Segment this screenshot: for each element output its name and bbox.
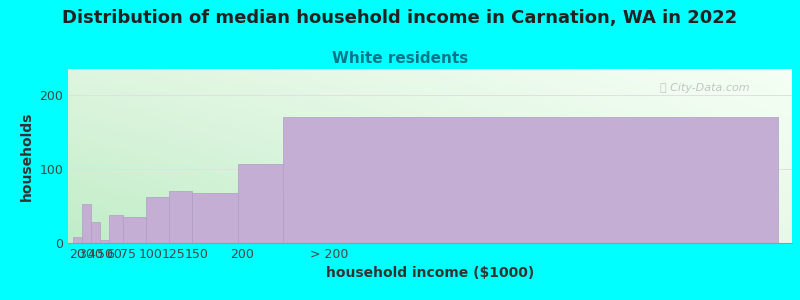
Y-axis label: households: households	[20, 111, 34, 201]
Bar	[73, 237, 82, 243]
Bar	[283, 117, 778, 243]
Bar	[192, 193, 238, 243]
Bar	[91, 222, 100, 243]
Text: White residents: White residents	[332, 51, 468, 66]
Text: Distribution of median household income in Carnation, WA in 2022: Distribution of median household income …	[62, 9, 738, 27]
Bar	[238, 164, 283, 243]
Bar	[100, 240, 110, 243]
Bar	[123, 217, 146, 243]
Bar	[82, 205, 91, 243]
Bar	[110, 215, 123, 243]
X-axis label: household income ($1000): household income ($1000)	[326, 266, 534, 280]
Bar	[169, 191, 192, 243]
Bar	[146, 197, 169, 243]
Text: ⓘ City-Data.com: ⓘ City-Data.com	[660, 83, 750, 93]
